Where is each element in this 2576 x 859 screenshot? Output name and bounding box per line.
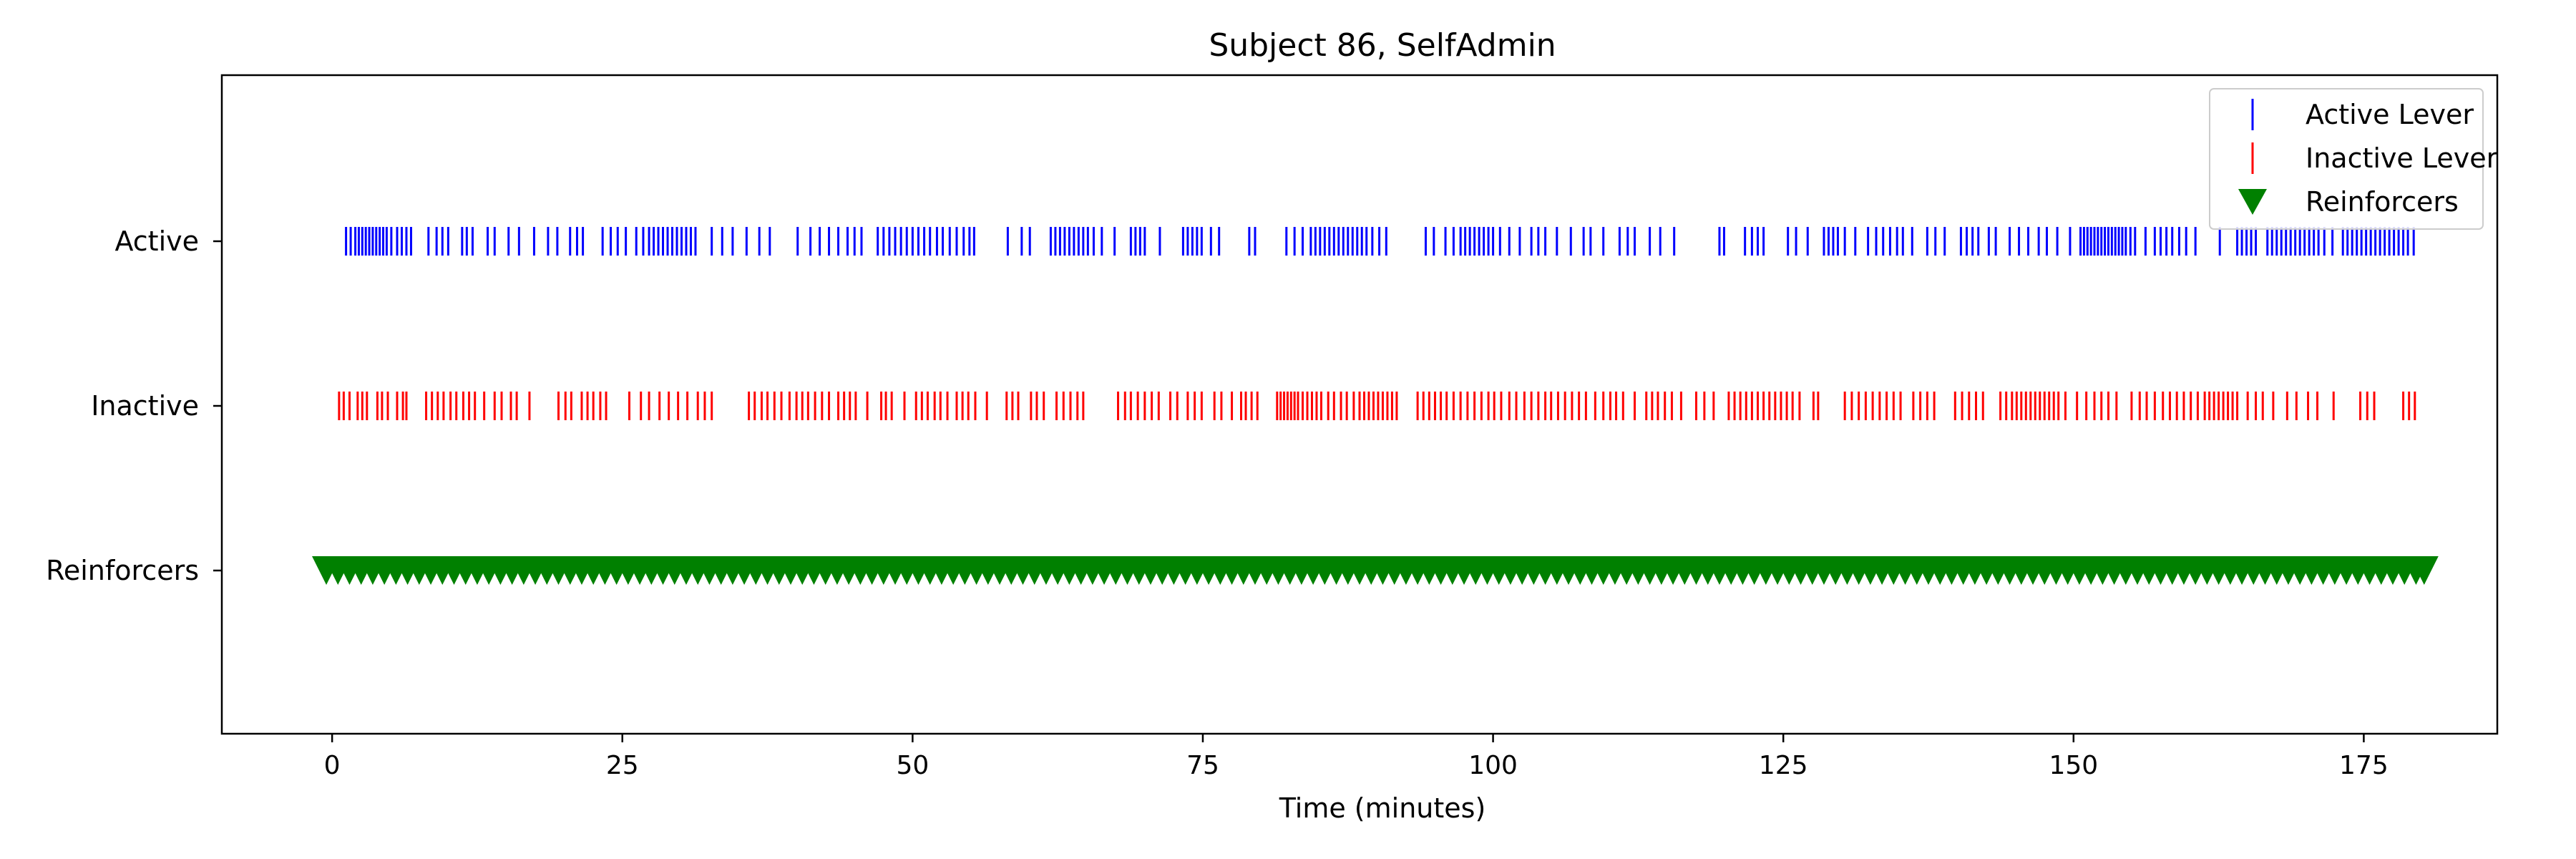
plot-frame xyxy=(220,74,2499,735)
legend-label-inactive-lever: Inactive Lever xyxy=(2306,142,2498,174)
series-inactive-lever xyxy=(338,392,2416,420)
chart-title: Subject 86, SelfAdmin xyxy=(1209,27,1556,64)
legend-label-reinforcers: Reinforcers xyxy=(2306,186,2459,218)
y-tick-label: Active xyxy=(114,225,199,257)
x-tick-label: 0 xyxy=(324,751,341,780)
legend: Active Lever Inactive Lever Reinforcers xyxy=(2209,88,2498,230)
x-tick-label: 150 xyxy=(2049,751,2098,780)
x-tick-label: 125 xyxy=(1759,751,1808,780)
x-axis-label: Time (minutes) xyxy=(1279,792,1486,824)
axes: 0 25 50 75 100 125 150 175 Active Inactive Reinfor… xyxy=(46,225,2389,780)
plot-marks xyxy=(312,227,2439,585)
series-active-lever xyxy=(345,227,2415,256)
x-tick-label: 25 xyxy=(606,751,639,780)
series-reinforcers xyxy=(312,556,2439,585)
legend-label-active-lever: Active Lever xyxy=(2306,99,2474,130)
x-tick-label: 100 xyxy=(1468,751,1518,780)
legend-marker-reinforcers xyxy=(2238,189,2267,215)
reinforcer-marker xyxy=(2409,556,2439,585)
x-tick-label: 50 xyxy=(896,751,929,780)
y-tick-label: Reinforcers xyxy=(46,555,199,586)
legend-frame xyxy=(2209,88,2484,230)
y-tick-label: Inactive xyxy=(91,390,199,422)
x-tick-label: 75 xyxy=(1186,751,1219,780)
x-tick-label: 175 xyxy=(2339,751,2389,780)
